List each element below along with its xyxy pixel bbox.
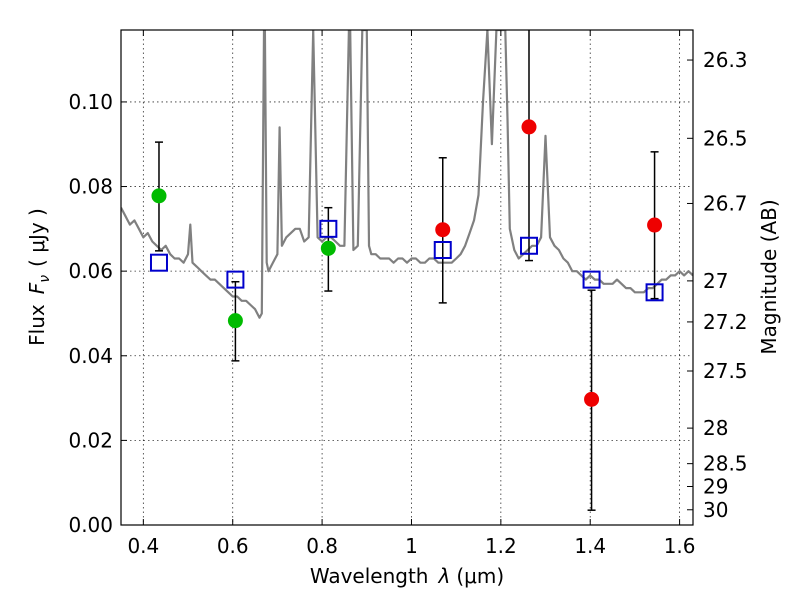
y2-tick-label: 28.5 bbox=[703, 452, 748, 476]
model-photometry-square bbox=[226, 270, 245, 289]
y-tick-label: 0.04 bbox=[68, 344, 113, 368]
plot-background bbox=[121, 30, 693, 525]
plot-frame bbox=[120, 29, 694, 526]
model-photometry-square bbox=[149, 253, 168, 272]
y2-tick-label: 28 bbox=[703, 416, 728, 440]
observed-point-red bbox=[647, 217, 663, 233]
y-tick-label: 0.02 bbox=[68, 428, 113, 452]
x-axis-ticks: 0.4 0.6 0.8 1 1.2 1.4 1.6 bbox=[127, 30, 696, 558]
x-axis-label-symbol: λ bbox=[438, 564, 451, 588]
y2-tick-label: 26.3 bbox=[703, 48, 748, 72]
x-tick-label: 0.4 bbox=[127, 534, 159, 558]
observed-point-green bbox=[320, 240, 336, 256]
y2-tick-label: 27.2 bbox=[703, 310, 748, 334]
x-tick-label: 1.6 bbox=[664, 534, 696, 558]
model-photometry-square bbox=[645, 283, 664, 302]
x-axis-label-text: Wavelength bbox=[310, 564, 429, 588]
y-tick-label: 0.06 bbox=[68, 259, 113, 283]
marker-layer bbox=[149, 119, 664, 407]
y2-tick-label: 29 bbox=[703, 475, 728, 499]
y2-tick-label: 26.5 bbox=[703, 126, 748, 150]
model-photometry-square bbox=[433, 241, 452, 259]
y-tick-label: 0.00 bbox=[68, 513, 113, 537]
model-photometry-square bbox=[519, 236, 538, 255]
model-photometry-square bbox=[582, 270, 601, 289]
x-axis-label-unit: (μm) bbox=[456, 564, 504, 588]
y-tick-label: 0.10 bbox=[68, 90, 113, 114]
x-tick-label: 1.4 bbox=[574, 534, 606, 558]
observed-point-red bbox=[435, 222, 451, 238]
observed-point-green bbox=[227, 313, 243, 329]
y-axis-ticks: 0.00 0.02 0.04 0.06 0.08 0.10 bbox=[68, 90, 127, 537]
observed-point-red bbox=[584, 391, 600, 407]
x-tick-label: 1.2 bbox=[485, 534, 517, 558]
y-tick-label: 0.08 bbox=[68, 175, 113, 199]
x-tick-label: 1 bbox=[405, 534, 418, 558]
model-photometry-square bbox=[319, 219, 338, 238]
spectrum-layer bbox=[121, 30, 693, 319]
x-tick-label: 0.8 bbox=[306, 534, 338, 558]
y2-tick-label: 30 bbox=[703, 498, 728, 522]
x-tick-label: 0.6 bbox=[217, 534, 249, 558]
observed-point-red bbox=[521, 119, 537, 135]
model-spectrum-line bbox=[121, 30, 693, 319]
y-axis-label-subscript: ν bbox=[37, 275, 53, 283]
y-axis-label-text: Flux bbox=[25, 304, 49, 346]
y-axis-label-symbol: F bbox=[25, 282, 49, 294]
x-axis-label: Wavelength λ (μm) bbox=[310, 564, 504, 588]
observed-point-green bbox=[151, 188, 167, 204]
y2-axis-label: Magnitude (AB) bbox=[757, 199, 781, 354]
y-axis-label-unit: ( μJy ) bbox=[25, 208, 49, 267]
y-axis-label: Flux Fν ( μJy ) bbox=[25, 208, 53, 346]
y2-tick-label: 26.7 bbox=[703, 191, 748, 215]
y2-tick-label: 27.5 bbox=[703, 359, 748, 383]
y2-tick-label: 27 bbox=[703, 269, 728, 293]
